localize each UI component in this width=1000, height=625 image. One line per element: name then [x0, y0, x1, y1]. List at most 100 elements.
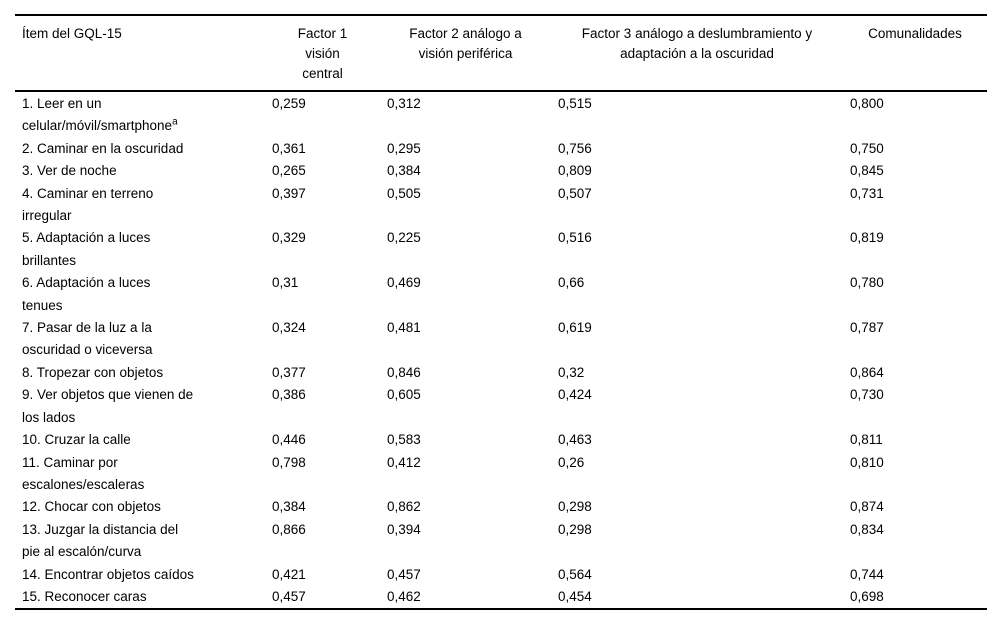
factor1-value: 0,265 [272, 163, 306, 179]
item-label-text: 3. Ver de noche [22, 163, 117, 179]
table-row: 6. Adaptación a luces tenues 0,31 0,469 0,6… [15, 272, 987, 317]
table-row: 5. Adaptación a luces brillantes 0,329 0,2… [15, 227, 987, 272]
table-row: 9. Ver objetos que vienen de los lados 0,… [15, 384, 987, 429]
factor3-value: 0,756 [558, 140, 592, 156]
factor3-value: 0,507 [558, 185, 592, 201]
item-label-text: 15. Reconocer caras [22, 588, 147, 604]
factor2-value: 0,225 [387, 230, 421, 246]
factor3-value: 0,463 [558, 432, 592, 448]
comunalidades-value: 0,787 [850, 320, 884, 336]
factor3-value: 0,619 [558, 320, 592, 336]
factor2-value: 0,295 [387, 140, 421, 156]
comunalidades-value: 0,800 [850, 96, 884, 111]
table-row: 1. Leer en un celular/móvil/smartphonea 0… [15, 91, 987, 138]
table-row: 10. Cruzar la calle 0,446 0,583 0,463 0,811 [15, 429, 987, 451]
table-row: 12. Chocar con objetos 0,384 0,862 0,298 0,8… [15, 496, 987, 518]
col-header-factor3: Factor 3 análogo a deslumbramiento y ada… [551, 15, 843, 92]
factor2-value: 0,469 [387, 275, 421, 291]
comunalidades-value: 0,845 [850, 163, 884, 179]
comunalidades-value: 0,780 [850, 275, 884, 291]
factor1-value: 0,361 [272, 140, 306, 156]
item-label-text: 13. Juzgar la distancia del pie al escal… [22, 521, 179, 560]
col-header-item: Ítem del GQL-15 [15, 15, 265, 92]
item-label: 3. Ver de noche [15, 160, 265, 182]
factor3-value: 0,424 [558, 387, 592, 403]
factor1-value: 0,457 [272, 588, 306, 604]
factor3-value: 0,66 [558, 275, 585, 291]
comunalidades-value: 0,731 [850, 185, 884, 201]
table-row: 11. Caminar por escalones/escaleras 0,798… [15, 452, 987, 497]
item-label: 1. Leer en un celular/móvil/smartphonea [15, 91, 265, 138]
comunalidades-value: 0,810 [850, 454, 884, 470]
factor1-value: 0,329 [272, 230, 306, 246]
factor2-value: 0,384 [387, 163, 421, 179]
factor2-value: 0,505 [387, 185, 421, 201]
factor3-value: 0,298 [558, 499, 592, 515]
table-row: 7. Pasar de la luz a la oscuridad o vice… [15, 317, 987, 362]
factor3-value: 0,516 [558, 230, 592, 246]
item-label-text: 6. Adaptación a luces tenues [22, 275, 151, 313]
factor2-value: 0,862 [387, 499, 421, 515]
factor2-value: 0,462 [387, 588, 421, 604]
table-row: 15. Reconocer caras 0,457 0,462 0,454 0,698 [15, 586, 987, 609]
col-header-factor2: Factor 2 análogo a visión periférica [380, 15, 551, 92]
item-label-text: 11. Caminar por escalones/escaleras [22, 454, 145, 492]
item-label: 13. Juzgar la distancia del pie al escal… [15, 519, 265, 564]
item-label: 4. Caminar en terreno irregular [15, 183, 265, 228]
factor1-value: 0,324 [272, 320, 306, 336]
comunalidades-value: 0,730 [850, 387, 884, 403]
table-row: 3. Ver de noche 0,265 0,384 0,809 0,845 [15, 160, 987, 182]
table-body: 1. Leer en un celular/móvil/smartphonea 0… [15, 91, 987, 609]
factor2-value: 0,457 [387, 566, 421, 582]
table-row: 4. Caminar en terreno irregular 0,397 0,50… [15, 183, 987, 228]
item-label: 12. Chocar con objetos [15, 496, 265, 518]
comunalidades-value: 0,744 [850, 566, 884, 582]
factor2-value: 0,481 [387, 320, 421, 336]
factor3-value: 0,32 [558, 364, 585, 380]
comunalidades-value: 0,864 [850, 364, 884, 380]
item-label: 5. Adaptación a luces brillantes [15, 227, 265, 272]
comunalidades-value: 0,819 [850, 230, 884, 246]
comunalidades-value: 0,811 [850, 432, 883, 448]
factor3-value: 0,809 [558, 163, 592, 179]
factor1-value: 0,259 [272, 96, 306, 111]
comunalidades-value: 0,874 [850, 499, 884, 515]
factor2-value: 0,583 [387, 432, 421, 448]
comunalidades-value: 0,834 [850, 521, 884, 537]
gql15-factor-table: Ítem del GQL-15 Factor 1 visión central … [15, 14, 987, 611]
item-label: 9. Ver objetos que vienen de los lados [15, 384, 265, 429]
item-label: 2. Caminar en la oscuridad [15, 138, 265, 160]
table-row: 14. Encontrar objetos caídos 0,421 0,457 0,… [15, 564, 987, 586]
factor3-value: 0,564 [558, 566, 592, 582]
factor2-value: 0,605 [387, 387, 421, 403]
factor2-value: 0,846 [387, 364, 421, 380]
factor1-value: 0,798 [272, 454, 306, 470]
comunalidades-value: 0,698 [850, 588, 884, 604]
factor1-value: 0,421 [272, 566, 306, 582]
table-row: 13. Juzgar la distancia del pie al escal… [15, 519, 987, 564]
item-label: 7. Pasar de la luz a la oscuridad o vice… [15, 317, 265, 362]
factor2-value: 0,312 [387, 96, 421, 111]
item-label-text: 5. Adaptación a luces brillantes [22, 230, 151, 268]
factor1-value: 0,384 [272, 499, 306, 515]
item-label-text: 10. Cruzar la calle [22, 432, 131, 448]
item-label-text: 7. Pasar de la luz a la oscuridad o vice… [22, 320, 153, 358]
comunalidades-value: 0,750 [850, 140, 884, 156]
item-label-text: 2. Caminar en la oscuridad [22, 140, 184, 156]
factor1-value: 0,386 [272, 387, 306, 403]
col-header-comunalidades: Comunalidades [843, 15, 987, 92]
table-row: 2. Caminar en la oscuridad 0,361 0,295 0,75… [15, 138, 987, 160]
factor1-value: 0,397 [272, 185, 306, 201]
item-label-text: 12. Chocar con objetos [22, 499, 161, 515]
factor2-value: 0,412 [387, 454, 421, 470]
header-row: Ítem del GQL-15 Factor 1 visión central … [15, 15, 987, 92]
factor3-value: 0,454 [558, 588, 592, 604]
factor1-value: 0,446 [272, 432, 306, 448]
factor3-value: 0,298 [558, 521, 592, 537]
item-label: 10. Cruzar la calle [15, 429, 265, 451]
factor3-value: 0,26 [558, 454, 585, 470]
item-label-text: 14. Encontrar objetos caídos [22, 566, 194, 582]
footnote-marker: a [172, 116, 178, 128]
item-label: 11. Caminar por escalones/escaleras [15, 452, 265, 497]
